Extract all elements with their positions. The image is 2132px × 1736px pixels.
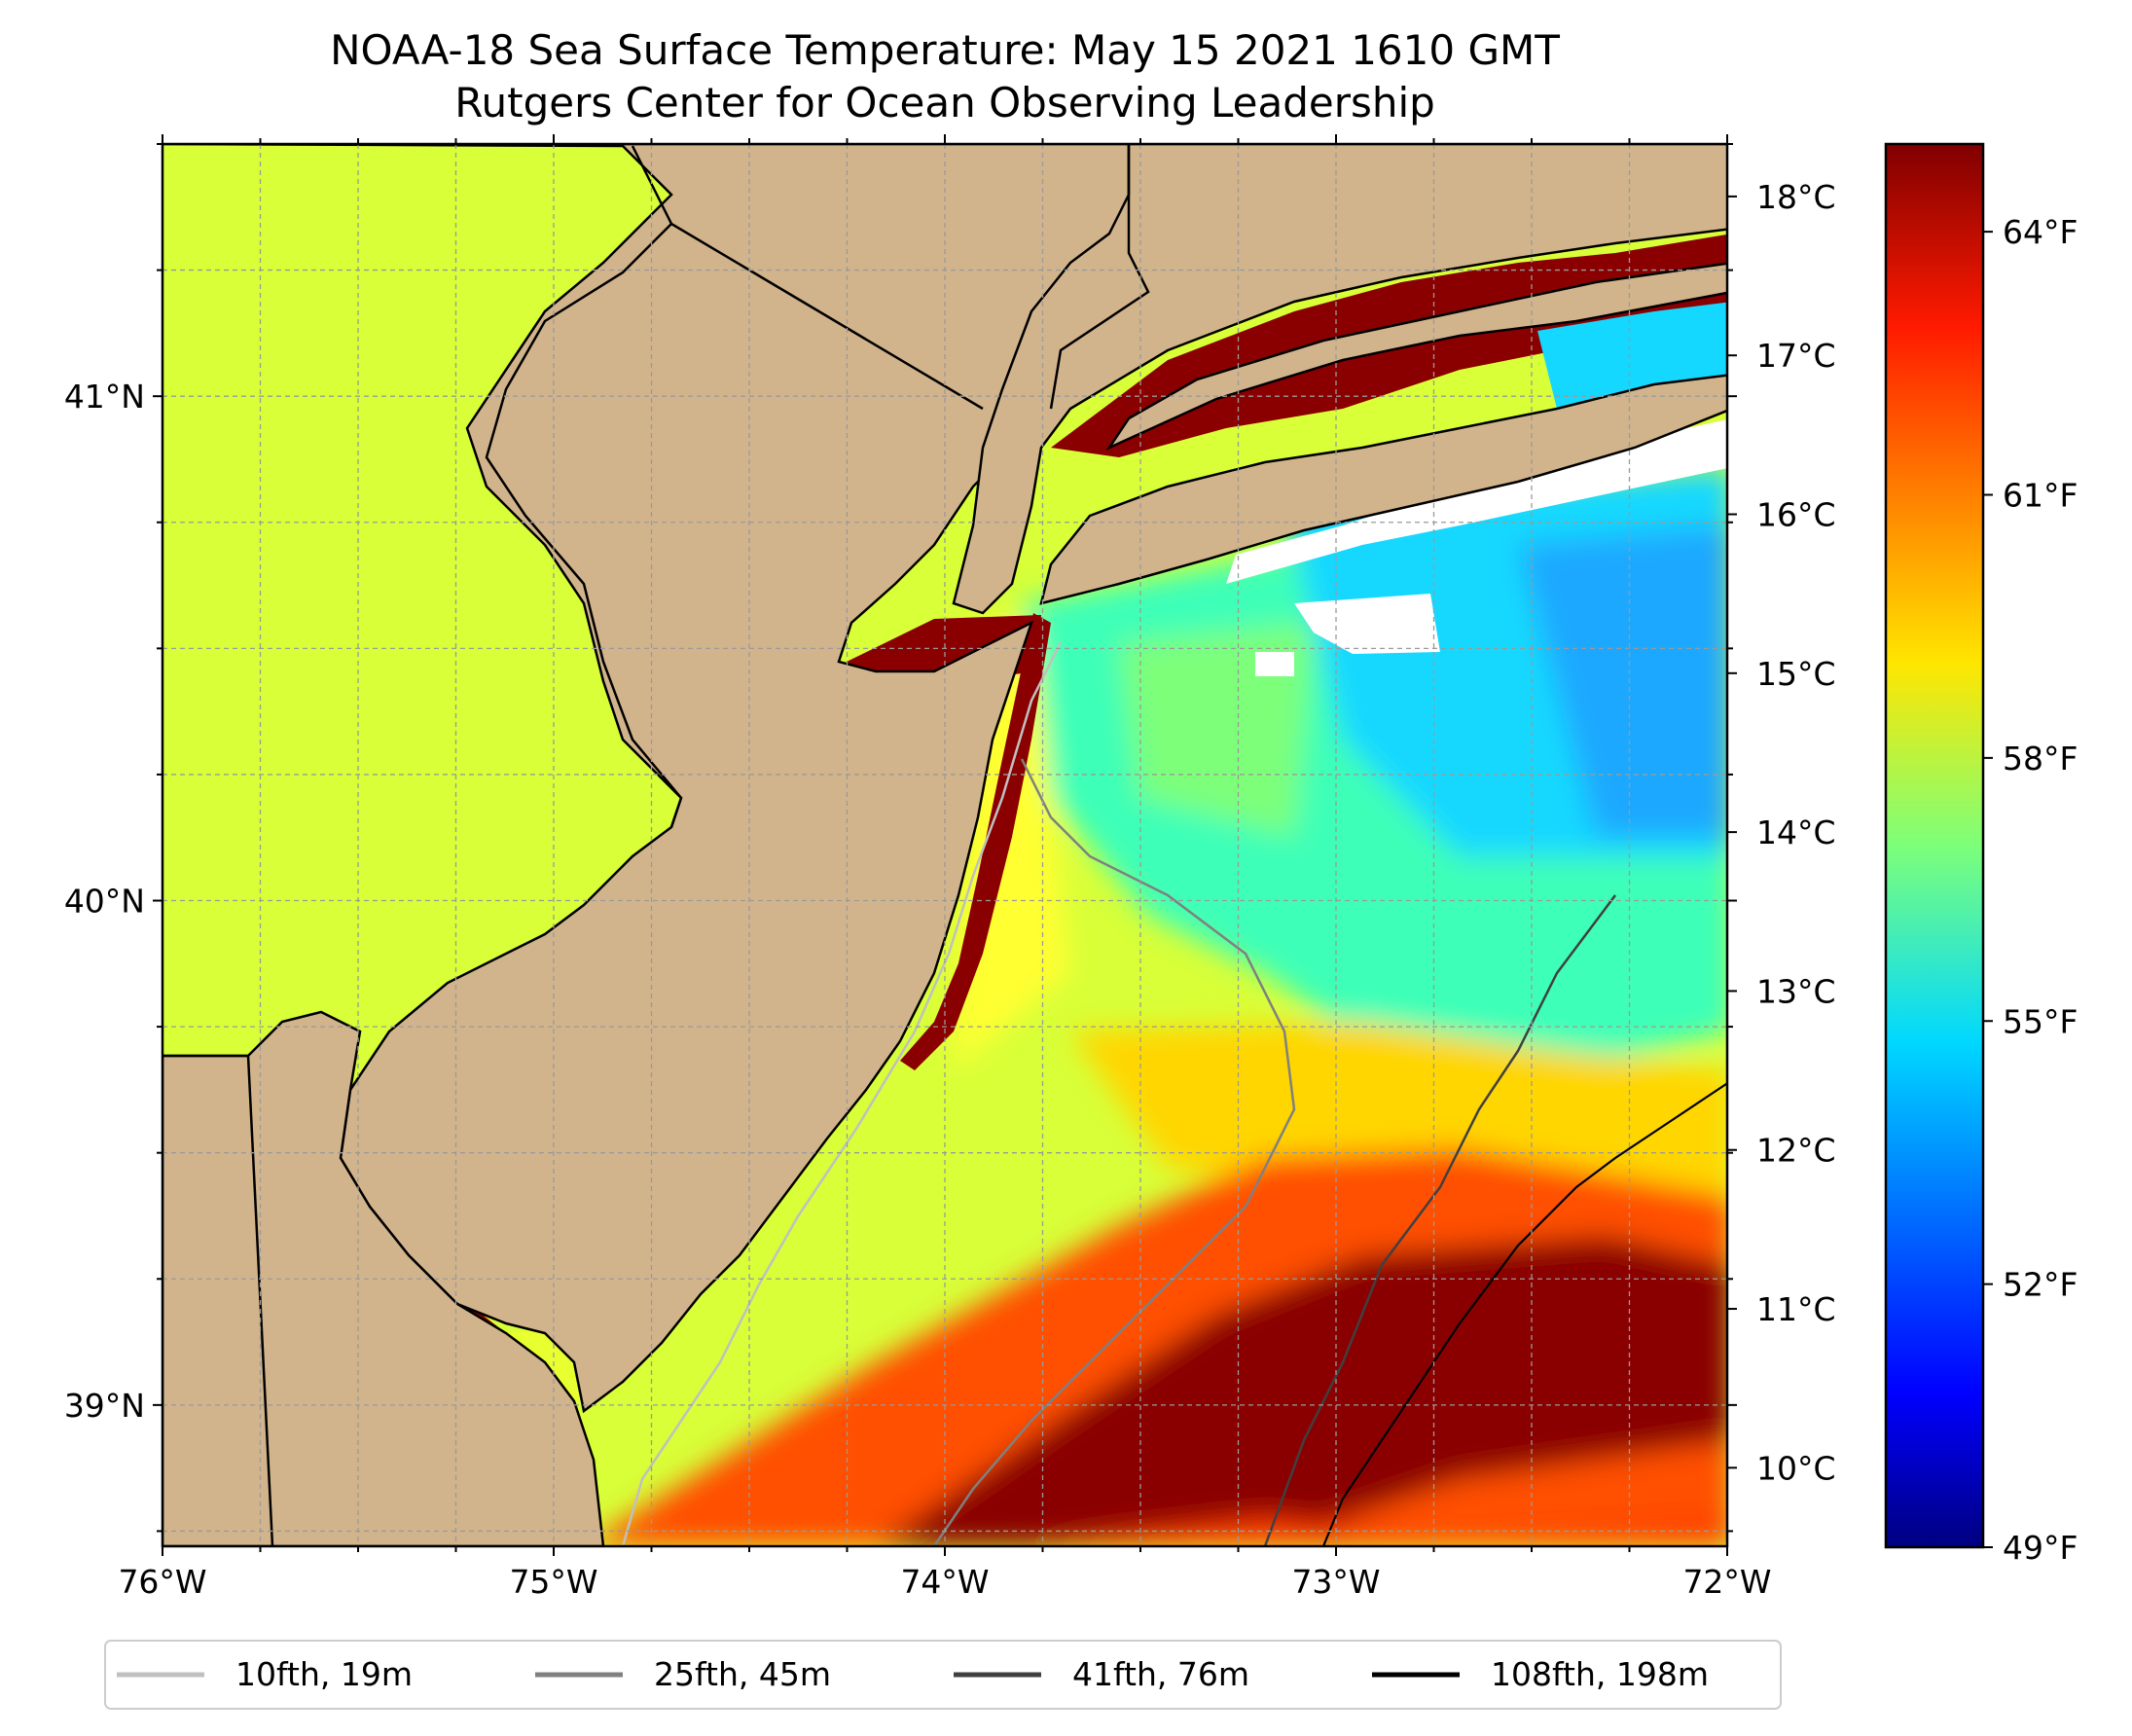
y-tick-label: 41°N	[64, 378, 145, 416]
land-new-york	[952, 144, 1727, 615]
land-pennsylvania-nj	[163, 144, 1150, 1414]
f-tick-label: 52°F	[2003, 1266, 2078, 1304]
f-tick-label: 58°F	[2003, 740, 2078, 778]
x-tick-label: 74°W	[900, 1563, 989, 1601]
land-long-island	[1039, 374, 1727, 605]
y-axis: 41°N 40°N 39°N	[64, 143, 1737, 1533]
c-tick-label: 10°C	[1756, 1449, 1836, 1487]
c-tick-label: 11°C	[1756, 1290, 1836, 1328]
x-tick-label: 76°W	[118, 1563, 206, 1601]
isobath-25fth	[932, 758, 1296, 1546]
c-tick-label: 14°C	[1756, 814, 1836, 851]
gridlines	[163, 144, 1727, 1546]
isobath-41fth	[1263, 894, 1616, 1546]
x-tick-label: 72°W	[1682, 1563, 1771, 1601]
legend-label-108fth: 108fth, 198m	[1491, 1655, 1709, 1693]
f-tick-label: 49°F	[2003, 1529, 2078, 1567]
legend-label-10fth: 10fth, 19m	[235, 1655, 413, 1693]
c-tick-label: 16°C	[1756, 496, 1836, 534]
state-borders	[163, 144, 1150, 1546]
c-tick-label: 12°C	[1756, 1132, 1836, 1170]
land-connecticut	[1105, 262, 1727, 451]
isobath-108fth	[1321, 1082, 1727, 1546]
colorbar	[1884, 142, 1985, 1549]
x-tick-label: 75°W	[509, 1563, 597, 1601]
isobath-10fth	[621, 641, 1063, 1546]
y-tick-label: 40°N	[64, 883, 145, 921]
x-tick-label: 73°W	[1291, 1563, 1380, 1601]
sst-field	[584, 467, 1727, 1546]
map-title: NOAA-18 Sea Surface Temperature: May 15 …	[330, 26, 1560, 74]
c-tick-label: 17°C	[1756, 337, 1836, 375]
f-tick-label: 55°F	[2003, 1002, 2078, 1040]
x-axis: 76°W 75°W 74°W 73°W 72°W	[118, 134, 1772, 1601]
nearshore-warm-band	[900, 613, 1051, 1070]
map-panel	[163, 144, 1727, 1546]
cloud-no-data	[1226, 419, 1727, 584]
legend: 10fth, 19m 25fth, 45m 41fth, 76m 108fth,…	[104, 1640, 1782, 1710]
legend-label-41fth: 41fth, 76m	[1072, 1655, 1249, 1693]
cloud-no-data-3	[1255, 652, 1294, 676]
isobaths	[621, 641, 1727, 1546]
celsius-axis: 18°C 17°C 16°C 15°C 14°C 13°C 12°C 11°C 10°C	[1727, 178, 1836, 1487]
f-tick-label: 61°F	[2003, 477, 2078, 515]
f-tick-label: 64°F	[2003, 213, 2078, 251]
c-tick-label: 15°C	[1756, 655, 1836, 693]
y-tick-label: 39°N	[64, 1387, 145, 1425]
legend-box	[104, 1640, 1782, 1710]
c-tick-label: 18°C	[1756, 178, 1836, 216]
cloud-no-data-2	[1294, 594, 1440, 654]
fahrenheit-axis: 64°F 61°F 58°F 55°F 52°F 49°F	[1983, 213, 2078, 1567]
c-tick-label: 13°C	[1756, 972, 1836, 1010]
map-subtitle: Rutgers Center for Ocean Observing Leade…	[454, 79, 1435, 127]
legend-label-25fth: 25fth, 45m	[654, 1655, 831, 1693]
